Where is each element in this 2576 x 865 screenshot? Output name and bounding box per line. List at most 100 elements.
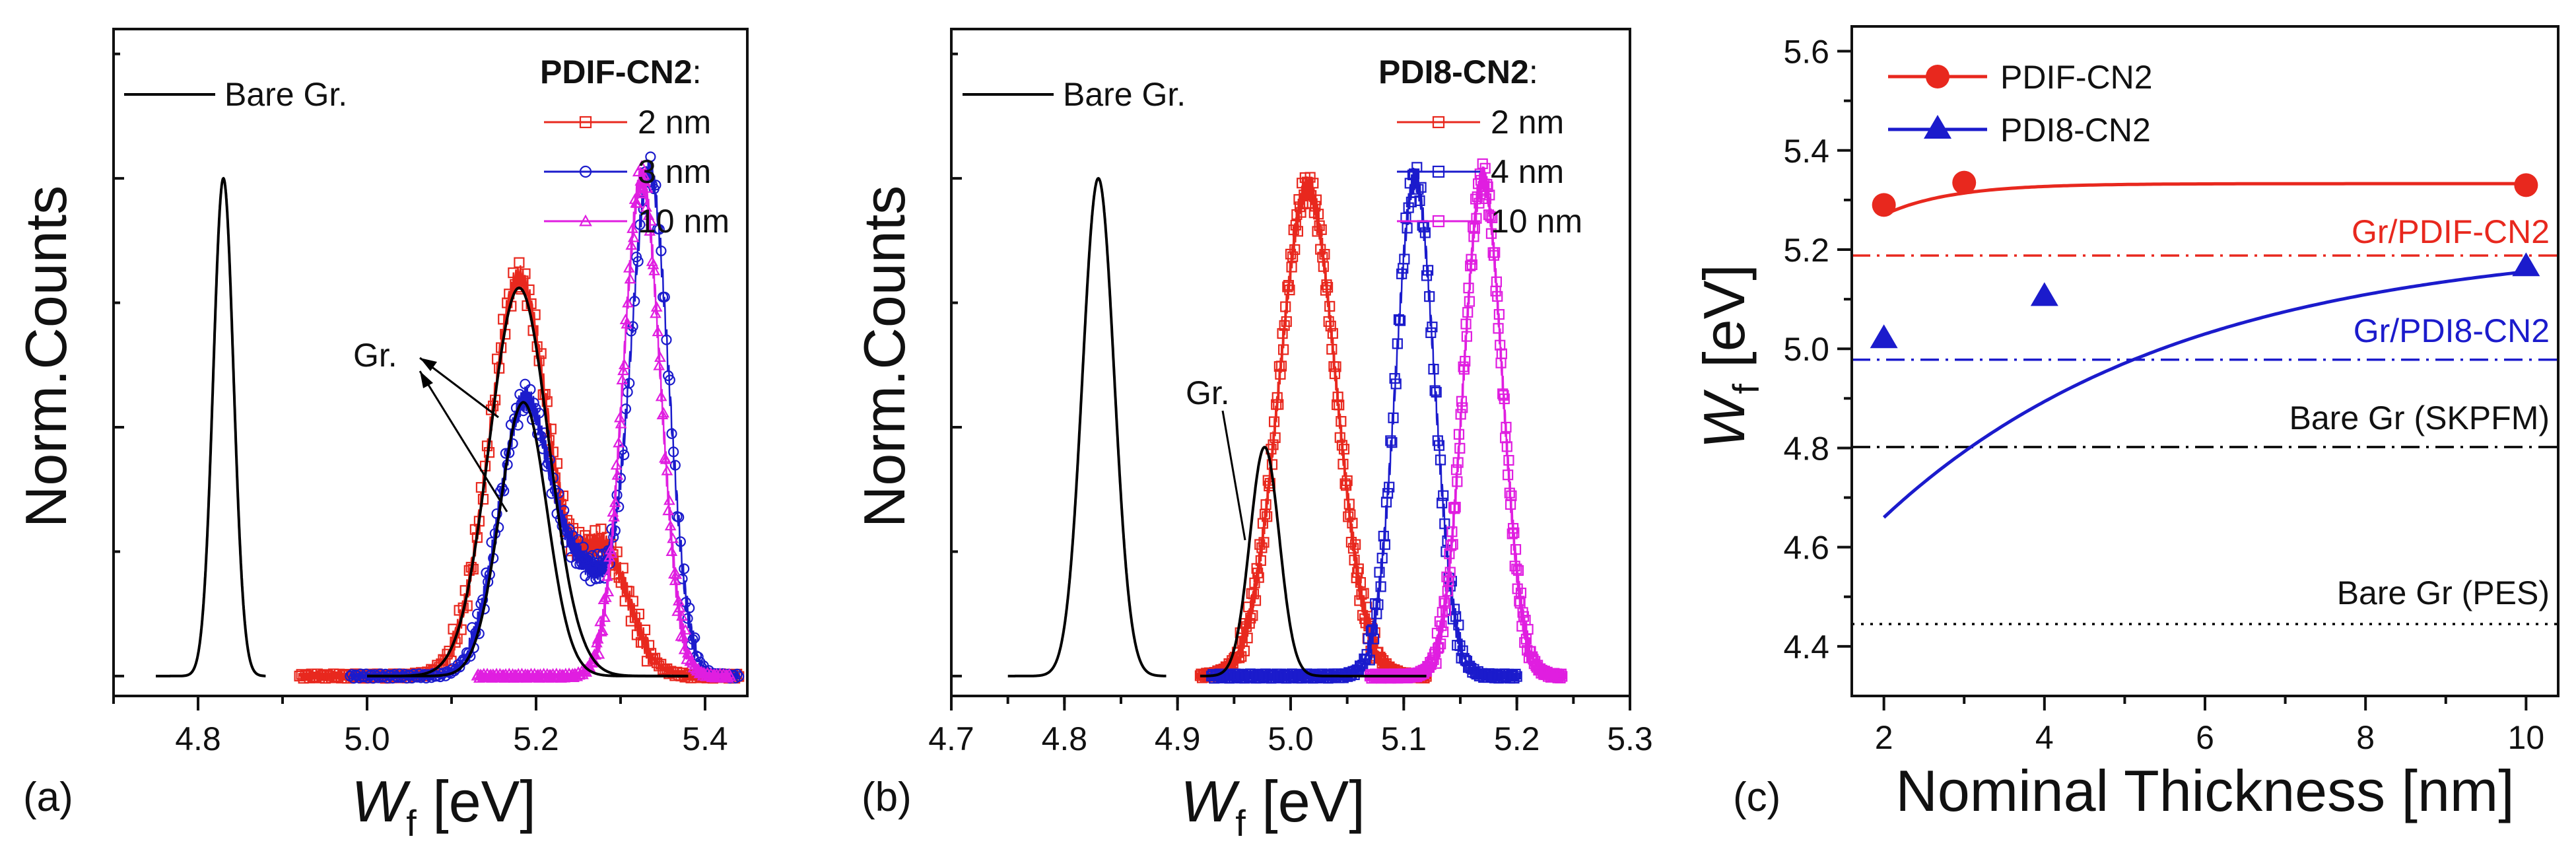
- panel-b-series-2-point: [1379, 539, 1391, 550]
- panel-b-series-2-point: [1389, 372, 1400, 384]
- panel-a-series-2-point: [572, 534, 584, 545]
- panel-c-y-label-subscript: f: [1725, 384, 1767, 394]
- panel-b-series-1-point: [1260, 499, 1271, 510]
- panel-a-series-1-point: [643, 640, 655, 651]
- panel-a-series-3-point: [641, 182, 654, 193]
- panel-b-series-2-point: [1433, 440, 1445, 451]
- panel-b-series-2-point: [1415, 182, 1427, 193]
- panel-b-series-3-point: [1518, 611, 1530, 622]
- panel-a-series-3-point: [597, 594, 610, 605]
- panel-b-xtick-label: 5.0: [1268, 720, 1314, 757]
- panel-b-series-3-point: [1466, 259, 1477, 271]
- panel-a-series-2-point: [627, 321, 638, 332]
- panel-b-series-1-point: [1273, 399, 1284, 410]
- panel-a-series-2-point: [668, 446, 679, 458]
- panel-a-series-3-point: [625, 239, 638, 250]
- panel-a: 4.8 5.0 5.2 5.4 Norm.Counts Wf [eV] (a) Bar…: [13, 28, 749, 844]
- panel-b-series-2-point: [1382, 488, 1394, 499]
- panel-a-series-5: [367, 401, 689, 677]
- panel-a-label: (a): [23, 775, 73, 820]
- panel-b-legend-bare: Bare Gr.: [1063, 76, 1186, 113]
- panel-a-series-2-point: [669, 460, 681, 471]
- panel-b-series-1-point: [1347, 543, 1359, 554]
- panel-b-series-1-point: [1324, 300, 1336, 312]
- panel-a-series-2-point: [466, 622, 478, 633]
- panel-a-series-2-point: [578, 541, 589, 553]
- panel-c-series-1-fit: [1882, 270, 2526, 519]
- panel-a-series-3-point: [640, 201, 652, 212]
- panel-c-series-0-fit: [1883, 182, 2526, 217]
- panel-a-arrowhead-1: [420, 358, 437, 371]
- panel-b-series-3-point: [1460, 355, 1471, 367]
- panel-c-ytick-label: 5.2: [1783, 232, 1829, 269]
- panel-b-series-3-point: [1506, 490, 1517, 501]
- panel-a-series-2-point: [564, 524, 575, 535]
- panel-a-arrow-1: [419, 357, 499, 419]
- panel-a-series-3-point: [609, 496, 621, 507]
- panel-b-series-3-point: [1446, 526, 1458, 537]
- panel-a-series-3-point: [662, 504, 675, 516]
- panel-a-series-2-point: [553, 487, 564, 499]
- panel-b-series-1-point: [1258, 537, 1270, 548]
- panel-a-series-1-point: [524, 284, 535, 295]
- panel-b-series-3-point: [1435, 639, 1446, 650]
- panel-b-series-1-point: [1305, 172, 1316, 183]
- panel-a-series-2-point: [656, 245, 667, 257]
- panel-a-series-3-point: [686, 657, 698, 668]
- panel-b-series-1-point: [1289, 244, 1301, 256]
- panel-b-series-2-point: [1388, 412, 1399, 423]
- panel-b-series-2-point: [1396, 268, 1407, 279]
- panel-b-series-2-point: [1439, 518, 1450, 530]
- panel-b-series-1-point: [1286, 261, 1297, 273]
- b-leg-4nm-marker: [1432, 165, 1445, 178]
- panel-b-series-1-point: [1358, 588, 1369, 599]
- panel-a-series-2-point: [645, 151, 656, 162]
- panel-b-series-1-point: [1282, 281, 1293, 293]
- panel-b-series-1-point: [1347, 518, 1358, 529]
- panel-b-series-3-point: [1442, 586, 1453, 597]
- panel-c-ytick-label: 4.6: [1783, 530, 1829, 567]
- panel-c-ref-label-gr-pdi8: Gr/PDI8-CN2: [2354, 312, 2550, 349]
- panel-b-series-2-point: [1400, 212, 1411, 224]
- panel-b-series-3-point: [1466, 254, 1477, 265]
- panel-a-series-3-point: [655, 390, 667, 401]
- panel-a-series-1-point: [617, 563, 628, 574]
- panel-a-x-label-subscript: f: [406, 802, 417, 844]
- panel-a-series-1-point: [456, 624, 467, 635]
- panel-b-series-3-point: [1483, 209, 1495, 221]
- panel-b-series-1-point: [1290, 219, 1301, 231]
- panel-b-series-1-point: [1281, 316, 1292, 328]
- panel-a-series-2-point: [585, 575, 596, 587]
- panel-a-series-2-point: [619, 449, 630, 460]
- panel-b-series-2-point: [1361, 648, 1373, 660]
- panel-b-series-2-point: [1427, 322, 1438, 333]
- panel-b-series-2-point: [1424, 291, 1435, 302]
- panel-b-series-1-point: [1319, 248, 1330, 260]
- panel-b-series-1-point: [1356, 589, 1367, 600]
- panel-b-series-1-point: [1236, 651, 1247, 662]
- panel-b-series-3-point: [1554, 670, 1565, 681]
- panel-b-series-2-point: [1438, 490, 1449, 501]
- panel-b-series-1-point: [1280, 301, 1291, 312]
- panel-a-series-2-point: [559, 504, 570, 516]
- panel-a-legend-swatch-3nm: [544, 165, 627, 178]
- panel-b-series-1-point: [1255, 555, 1266, 567]
- panel-b-series-1-point: [1332, 392, 1343, 403]
- panel-b-series-1-point: [1287, 251, 1299, 262]
- panel-b-series-2-point: [1408, 168, 1420, 180]
- panel-a-series-3-point: [636, 160, 648, 171]
- panel-b-series-1-point: [1271, 392, 1283, 403]
- panel-b-series-3-point: [1438, 626, 1449, 638]
- panel-b-series-2-point: [1429, 385, 1441, 396]
- panel-b-series-0-line: [1007, 177, 1167, 677]
- panel-b-series-3-point: [1458, 364, 1470, 375]
- panel-b-series-3-point: [1456, 396, 1468, 407]
- panel-b-series-3-point: [1469, 223, 1480, 234]
- panel-b-series-1-point: [1336, 440, 1347, 451]
- panel-b-series-2-point: [1425, 327, 1437, 338]
- panel-b-series-3-point: [1512, 565, 1524, 576]
- panel-a-series-2-point: [500, 448, 512, 459]
- panel-a-series-2-point: [661, 334, 672, 345]
- panel-b-series-3-point: [1503, 469, 1514, 481]
- panel-a-series-2-point: [533, 407, 545, 419]
